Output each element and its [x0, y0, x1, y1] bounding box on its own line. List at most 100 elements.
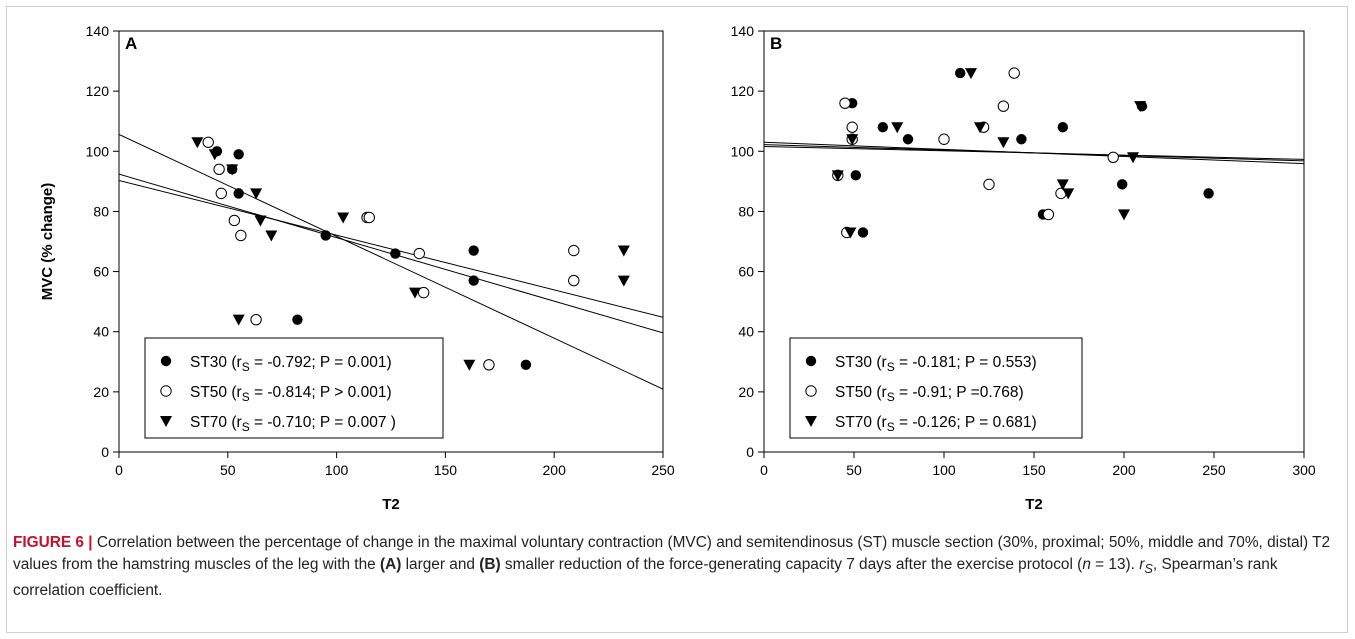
data-point-st70: [254, 215, 267, 227]
y-tick-label: 100: [86, 143, 110, 159]
legend-marker-st70: [805, 416, 817, 427]
caption-n-symbol: n: [1082, 556, 1091, 573]
x-tick-label: 0: [115, 462, 123, 478]
data-point-st30: [1203, 188, 1214, 199]
legend: ST30 (rS = -0.792; P = 0.001) ST50 (rS = …: [144, 337, 444, 439]
data-point-st50: [413, 247, 425, 260]
data-point-st30: [233, 149, 244, 160]
data-point-st50: [1008, 67, 1020, 79]
x-tick-label: 200: [543, 462, 567, 478]
x-tick-label: 200: [1112, 462, 1136, 478]
data-point-st70: [232, 314, 245, 326]
legend: ST30 (rS = -0.181; P = 0.553) ST50 (rS = …: [789, 337, 1083, 439]
y-tick-label: 0: [101, 444, 109, 460]
data-point-st70: [997, 137, 1010, 149]
data-point-st70: [965, 68, 977, 80]
data-point-st50: [568, 244, 580, 257]
caption-panel-a-ref: (A): [379, 556, 402, 573]
data-point-st50: [363, 211, 375, 224]
y-tick-label: 140: [86, 23, 110, 39]
legend-entry-st30: ST30 (rS = -0.181; P = 0.553): [835, 354, 1037, 374]
chart-panel-b: 0 20 40 60 80 100 120 140 0 50 100 150 200 250 300 B T2 S…: [731, 23, 1316, 513]
data-point-st50: [1107, 151, 1119, 164]
caption-text-3: smaller reduction of the force-generatin…: [500, 556, 1083, 573]
caption-text-5: , Spearman’s rank correlation coefficien…: [13, 556, 1278, 600]
chart-panel-a: 0 20 40 60 80 100 120 140 0 50 100 150 200 250 A T2 MVC …: [39, 23, 675, 513]
data-point-st50: [202, 136, 214, 148]
data-point-st30: [520, 359, 532, 370]
y-tick-label: 20: [93, 384, 109, 400]
regression-line-st70: [764, 145, 1304, 160]
caption-text-4: = 13).: [1090, 556, 1140, 573]
data-point-st30: [468, 245, 479, 256]
data-point-st30: [850, 170, 861, 181]
legend-box: [144, 337, 444, 439]
data-point-st70: [617, 245, 630, 257]
data-point-st50: [983, 178, 995, 191]
data-point-st30: [292, 314, 303, 325]
data-point-st50: [839, 97, 851, 109]
x-axis-label: T2: [382, 496, 400, 513]
caption-rs-symbol: r: [1139, 556, 1145, 573]
figure-label: FIGURE 6 |: [13, 534, 93, 551]
legend-marker-st70: [160, 416, 172, 427]
data-point-st70: [891, 122, 904, 134]
x-tick-label: 50: [220, 462, 236, 478]
data-point-st30: [955, 67, 966, 79]
data-point-st70: [844, 227, 857, 239]
figure-caption: FIGURE 6 | Correlation between the perce…: [13, 532, 1338, 602]
legend-entry-st30: ST30 (rS = -0.792; P = 0.001): [190, 354, 392, 374]
legend-entry-st70: ST70 (rS = -0.126; P = 0.681): [835, 414, 1037, 434]
x-tick-label: 100: [325, 462, 349, 478]
y-tick-label: 0: [746, 444, 754, 460]
data-point-st50: [846, 121, 858, 133]
data-point-st30: [1117, 179, 1128, 190]
x-tick-label: 250: [651, 462, 675, 478]
y-tick-label: 60: [738, 264, 754, 280]
x-axis-label: T2: [1025, 496, 1043, 513]
legend-box: [789, 337, 1083, 439]
legend-entry-st70: ST70 (rS = -0.710; P = 0.007 ): [190, 414, 396, 434]
data-point-st50: [215, 187, 227, 200]
data-point-st70: [191, 137, 204, 149]
figure-charts: 0 20 40 60 80 100 120 140 0 50 100 150 200 250 A T2 MVC …: [39, 23, 1316, 513]
x-tick-label: 0: [760, 462, 768, 478]
x-tick-label: 150: [1022, 462, 1046, 478]
data-point-st50: [1042, 208, 1055, 221]
data-point-st50: [483, 359, 495, 371]
data-point-st70: [846, 134, 859, 146]
legend-marker-st30: [160, 355, 172, 367]
data-point-st50: [235, 229, 247, 242]
y-tick-label: 60: [93, 264, 109, 280]
plot-area-frame: [118, 30, 664, 453]
x-tick-label: 100: [932, 462, 956, 478]
data-point-st50: [997, 100, 1010, 112]
data-point-st30: [233, 188, 244, 199]
x-tick-label: 250: [1202, 462, 1226, 478]
y-axis-label: MVC (% change): [39, 183, 56, 301]
y-tick-label: 80: [738, 203, 754, 219]
data-point-st30: [877, 122, 888, 133]
data-point-st70: [617, 275, 630, 287]
data-point-st30: [320, 230, 331, 241]
figure-frame: [6, 6, 1348, 633]
legend-marker-st30: [805, 355, 817, 367]
legend-marker-st50: [805, 385, 817, 397]
data-point-st30: [902, 134, 914, 145]
data-point-st50: [568, 274, 580, 287]
data-point-st70: [250, 188, 263, 200]
data-point-st50: [250, 313, 262, 326]
x-tick-label: 150: [434, 462, 458, 478]
y-tick-label: 40: [93, 324, 109, 340]
panel-label: B: [770, 34, 782, 53]
legend-marker-st50: [160, 385, 172, 397]
data-point-st70: [265, 230, 278, 242]
data-point-st70: [408, 287, 421, 299]
data-point-st70: [1056, 179, 1069, 191]
data-point-st50: [228, 214, 241, 227]
panel-label: A: [125, 34, 137, 53]
data-point-st30: [1016, 134, 1027, 145]
data-point-st70: [1062, 188, 1075, 200]
y-tick-label: 120: [86, 83, 110, 99]
data-point-st30: [468, 275, 479, 286]
